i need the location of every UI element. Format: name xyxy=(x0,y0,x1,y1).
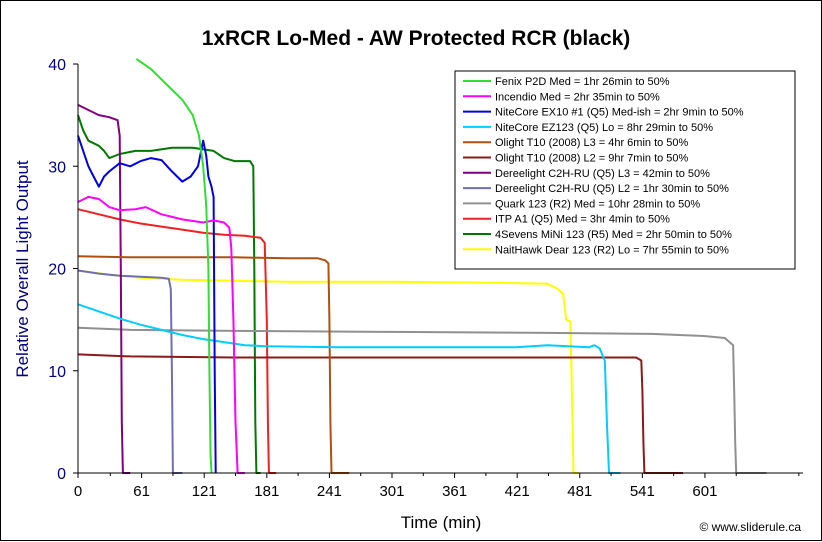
y-tick-label: 20 xyxy=(48,262,66,279)
series-line-3 xyxy=(77,135,217,474)
legend-label: Fenix P2D Med = 1hr 26min to 50% xyxy=(495,76,670,88)
legend-label: Dereelight C2H-RU (Q5) L3 = 42min to 50% xyxy=(495,168,710,180)
series-line-1 xyxy=(135,58,213,474)
series-line-11 xyxy=(77,114,261,474)
credit-text: © www.sliderule.ca xyxy=(699,520,801,534)
y-tick-label: 40 xyxy=(48,57,66,74)
legend-box xyxy=(454,70,796,270)
x-tick-label: 181 xyxy=(254,483,279,500)
legend-label: 4Sevens MiNi 123 (R5) Med = 2hr 50min to… xyxy=(495,229,732,241)
legend-label: ITP A1 (Q5) Med = 3hr 4min to 50% xyxy=(495,214,670,226)
legend-label: Incendio Med = 2hr 35min to 50% xyxy=(495,91,660,103)
series-line-6 xyxy=(77,353,683,474)
x-tick-label: 301 xyxy=(379,483,404,500)
x-tick-label: 481 xyxy=(567,483,592,500)
series-line-7 xyxy=(77,104,131,474)
legend-label: Olight T10 (2008) L3 = 4hr 6min to 50% xyxy=(495,137,689,149)
legend-label: Olight T10 (2008) L2 = 9hr 7min to 50% xyxy=(495,153,689,165)
legend-label: NiteCore EZ123 (Q5) Lo = 8hr 29min to 50… xyxy=(495,122,713,134)
x-tick-label: 541 xyxy=(630,483,655,500)
series-line-4 xyxy=(77,303,621,474)
legend-label: NaitHawk Dear 123 (R2) Lo = 7hr 55min to… xyxy=(495,244,729,256)
x-axis-label: Time (min) xyxy=(401,513,482,532)
x-tick-label: 121 xyxy=(192,483,217,500)
series-line-8 xyxy=(77,269,183,474)
x-tick-label: 0 xyxy=(74,483,82,500)
legend-label: NiteCore EX10 #1 (Q5) Med-ish = 2hr 9min… xyxy=(495,107,744,119)
series-layer xyxy=(77,58,767,474)
series-line-2 xyxy=(77,195,245,474)
series-line-10 xyxy=(77,208,277,474)
y-tick-label: 30 xyxy=(48,159,66,176)
chart-title: 1xRCR Lo-Med - AW Protected RCR (black) xyxy=(202,27,631,50)
series-line-5 xyxy=(77,255,350,474)
y-tick-label: 10 xyxy=(48,364,66,381)
x-tick-label: 361 xyxy=(442,483,467,500)
x-tick-label: 241 xyxy=(317,483,342,500)
legend-label: Quark 123 (R2) Med = 10hr 28min to 50% xyxy=(495,198,700,210)
ticks-layer: 0 61 121 181 241 301 361 421 481 541 601 0 10 20 30 40 xyxy=(48,57,800,500)
y-axis-label: Relative Overall Light Output xyxy=(13,160,32,378)
legend: Fenix P2D Med = 1hr 26min to 50% Incendio… xyxy=(463,76,744,256)
x-tick-label: 601 xyxy=(692,483,717,500)
legend-label: Dereelight C2H-RU (Q5) L2 = 1hr 30min to… xyxy=(495,183,729,195)
x-tick-label: 421 xyxy=(505,483,530,500)
x-tick-label: 61 xyxy=(133,483,150,500)
y-tick-label: 0 xyxy=(57,466,66,483)
